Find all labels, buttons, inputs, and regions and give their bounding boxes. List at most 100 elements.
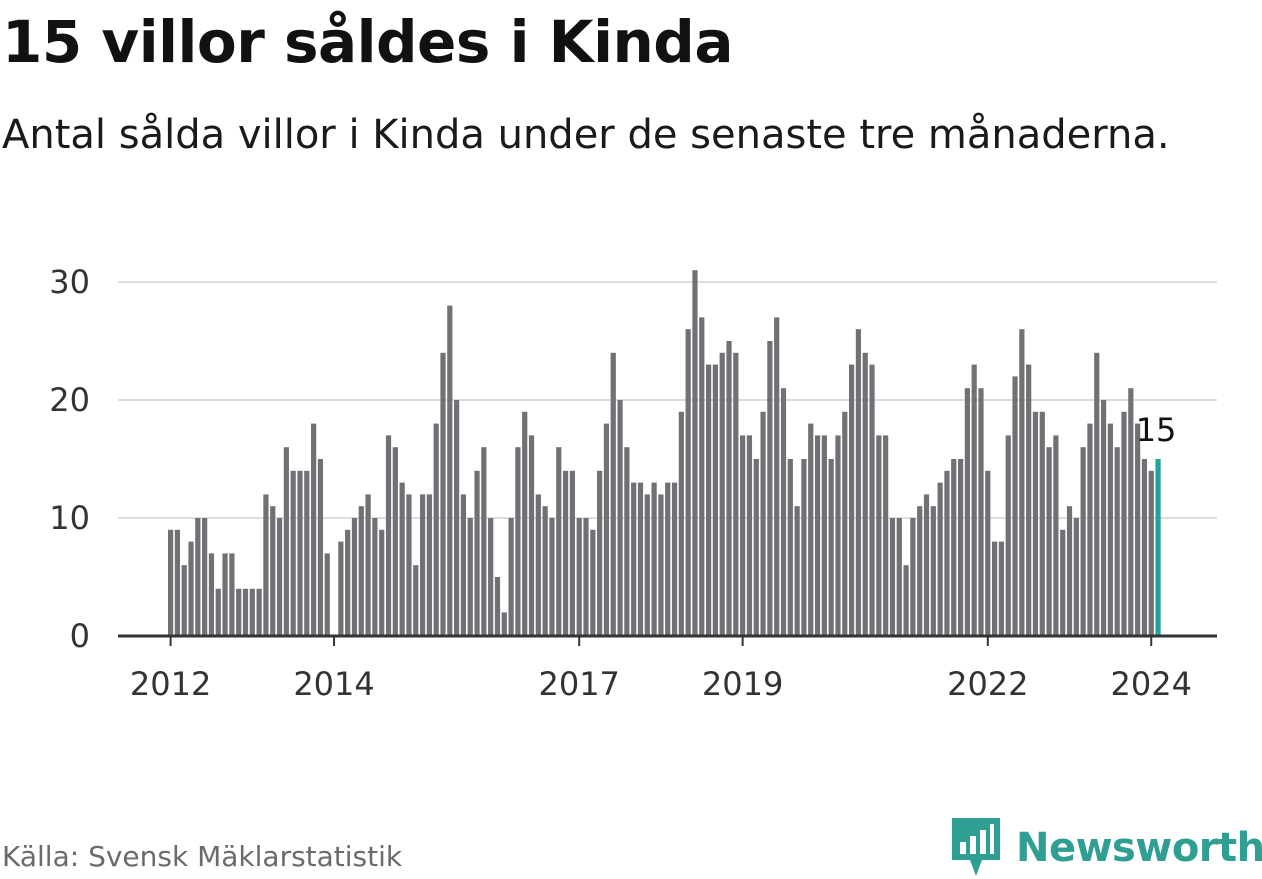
bar [1148,470,1154,636]
bar [522,411,528,636]
bar [930,506,936,636]
chart-subtitle: Antal sålda villor i Kinda under de sena… [2,112,1170,158]
bar [1039,411,1045,636]
bar [195,518,201,636]
bar [719,352,725,636]
bar [528,435,535,636]
bar [814,435,821,636]
bar [774,317,780,636]
bar [351,518,358,636]
bar [1121,411,1127,636]
bar [304,470,310,636]
bar [270,506,276,636]
y-tick-label: 10 [49,499,90,537]
bar [944,470,950,636]
bar [249,588,255,636]
x-tick-label: 2024 [1111,665,1192,703]
bar [508,518,514,636]
bar [385,435,392,636]
x-tick-label: 2014 [293,665,374,703]
bar [324,553,330,636]
bar [869,364,875,636]
bar [1012,376,1018,636]
bar [1094,352,1100,636]
bar [658,494,664,636]
bar [569,470,575,636]
bar [835,435,841,636]
bar [556,447,562,636]
bar [358,506,364,636]
bar [603,423,610,636]
bar [651,482,657,636]
bar [494,577,501,636]
bar [998,541,1005,636]
bar [1114,447,1120,636]
bar [276,518,283,636]
bar [705,364,712,636]
bar [1141,459,1148,636]
bar [236,588,242,636]
bar [488,518,494,636]
bar [242,588,249,636]
bar [883,435,889,636]
bar [951,459,957,636]
bar [181,565,187,636]
bar [447,305,453,636]
bar [597,470,603,636]
bar [624,447,630,636]
bar [542,506,548,636]
bar [985,470,991,636]
bar [876,435,882,636]
bar [1053,435,1059,636]
bar [1032,411,1039,636]
y-tick-label: 30 [49,263,90,301]
bar [801,459,807,636]
bar [467,518,473,636]
bar [862,352,868,636]
bar [957,459,964,636]
bar [644,494,650,636]
bar [290,470,296,636]
bar [535,494,541,636]
bar [419,494,426,636]
bar [699,317,705,636]
highlight-value-label: 15 [1136,411,1177,449]
bar [406,494,412,636]
bar [610,352,616,636]
bar [971,364,977,636]
bar [379,529,385,636]
chart-title: 15 villor såldes i Kinda [2,8,733,76]
bar [937,482,943,636]
bar [338,541,344,636]
bar [740,435,746,636]
bar [392,447,398,636]
bar [515,447,521,636]
bar [849,364,855,636]
bar [855,329,862,636]
bar [760,411,766,636]
bar [590,529,596,636]
bar [992,541,998,636]
x-tick-label: 2012 [130,665,211,703]
bar [460,494,467,636]
bar [1046,447,1052,636]
bar [202,518,208,636]
bar [168,529,174,636]
bar [372,518,378,636]
bar [671,482,678,636]
bar [685,329,691,636]
bar [910,518,916,636]
bar [399,482,405,636]
bar [665,482,671,636]
source-note: Källa: Svensk Mäklarstatistik [2,840,403,873]
bar [1073,518,1079,636]
bar [454,400,460,636]
bar [903,565,909,636]
bar [297,470,303,636]
bar [440,352,446,636]
bar [481,447,487,636]
bar [426,494,432,636]
bar [576,518,582,636]
bar [433,423,439,636]
